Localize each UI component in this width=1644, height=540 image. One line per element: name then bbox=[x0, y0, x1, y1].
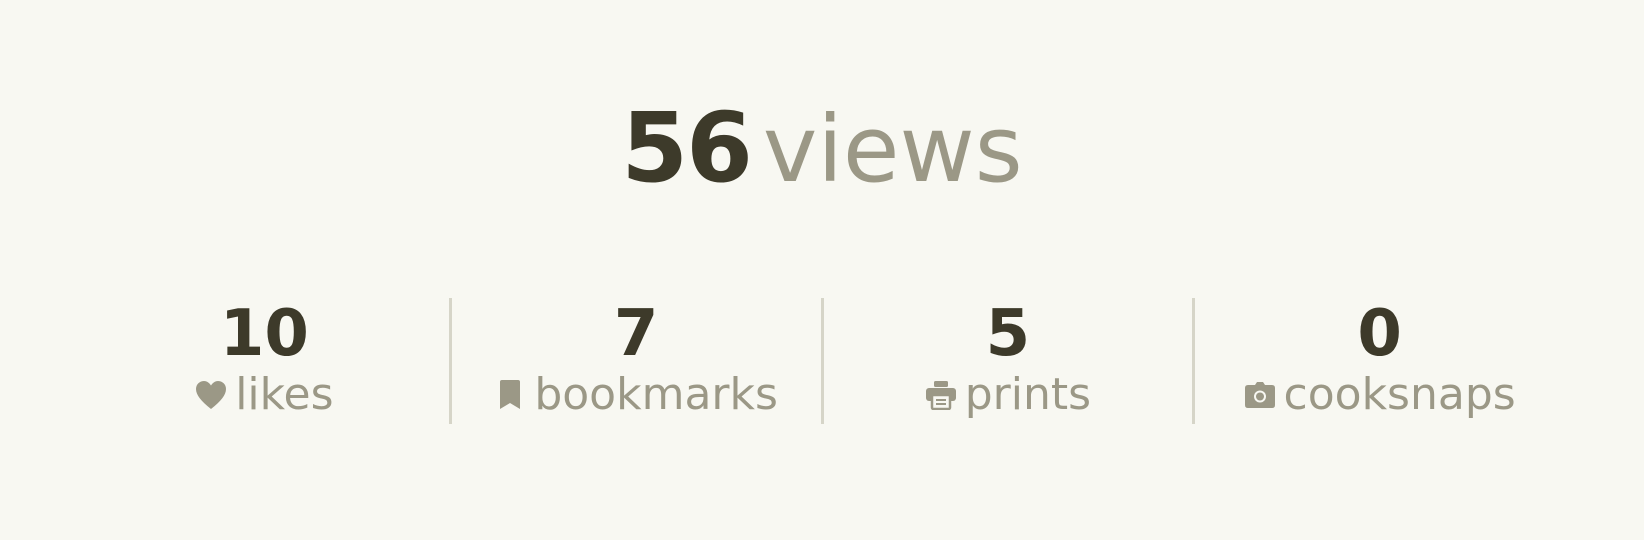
cooksnaps-label: cooksnaps bbox=[1283, 369, 1516, 420]
bookmarks-label-row: bookmarks bbox=[494, 370, 778, 420]
bookmarks-label: bookmarks bbox=[534, 369, 778, 420]
stat-cooksnaps: 0 cooksnaps bbox=[1195, 298, 1564, 426]
divider bbox=[1192, 298, 1196, 424]
prints-count: 5 bbox=[985, 297, 1031, 371]
views-summary: 56 views bbox=[0, 100, 1644, 196]
stat-bookmarks: 7 bookmarks bbox=[452, 298, 821, 426]
likes-label: likes bbox=[235, 369, 334, 420]
prints-label-row: prints bbox=[925, 370, 1091, 420]
bookmark-icon bbox=[494, 378, 526, 412]
heart-icon bbox=[195, 378, 227, 412]
divider bbox=[448, 298, 452, 424]
views-label: views bbox=[762, 96, 1023, 203]
cooksnaps-label-row: cooksnaps bbox=[1244, 370, 1516, 420]
bookmarks-count: 7 bbox=[613, 297, 659, 371]
likes-count: 10 bbox=[219, 297, 309, 371]
cooksnaps-count: 0 bbox=[1357, 297, 1402, 371]
camera-icon bbox=[1244, 378, 1276, 412]
stats-row: 10 likes 7 bookmarks 5 bbox=[80, 298, 1564, 426]
stat-prints: 5 prints bbox=[824, 298, 1193, 426]
likes-label-row: likes bbox=[195, 369, 334, 420]
prints-label: prints bbox=[964, 369, 1092, 420]
divider bbox=[820, 298, 824, 424]
views-count: 56 bbox=[621, 92, 753, 204]
stat-likes: 10 likes bbox=[80, 298, 449, 426]
printer-icon bbox=[925, 378, 957, 412]
